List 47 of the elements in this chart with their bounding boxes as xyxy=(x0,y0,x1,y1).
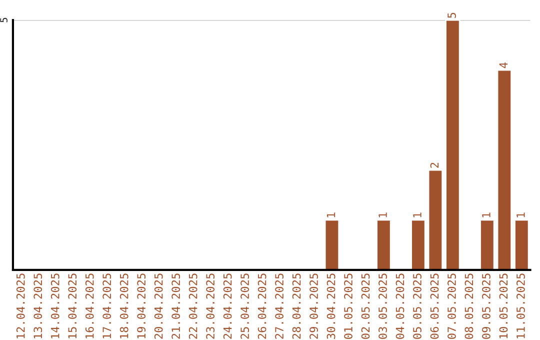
x-tick-label: 27.04.2025 xyxy=(275,274,284,339)
x-tick-label: 02.05.2025 xyxy=(361,274,370,339)
x-tick-label: 16.04.2025 xyxy=(85,274,94,338)
data-label: 4 xyxy=(499,62,508,68)
x-tick-label: 11.05.2025 xyxy=(516,274,525,338)
x-tick-label: 23.04.2025 xyxy=(206,274,215,339)
x-tick-label: 18.04.2025 xyxy=(120,274,128,338)
x-tick-label: 03.05.2025 xyxy=(378,274,387,339)
x-tick-label: 09.05.2025 xyxy=(482,274,490,339)
x-tick-label: 30.04.2025 xyxy=(326,274,336,339)
bar xyxy=(428,169,444,270)
x-tick-label: 06.05.2025 xyxy=(430,274,439,339)
x-tick-label: 26.04.2025 xyxy=(258,274,266,339)
x-tick-label: 28.04.2025 xyxy=(292,274,301,339)
bar xyxy=(514,219,530,270)
bar xyxy=(324,219,340,270)
data-label: 2 xyxy=(430,162,439,168)
x-tick-label: 10.05.2025 xyxy=(499,274,508,338)
data-label: 1 xyxy=(378,212,387,218)
x-tick-label: 21.04.2025 xyxy=(172,274,180,339)
data-label: 1 xyxy=(326,212,336,218)
bar xyxy=(445,20,460,270)
x-tick-label: 13.04.2025 xyxy=(34,274,42,338)
bar xyxy=(496,69,512,270)
x-tick-label: 05.05.2025 xyxy=(413,274,422,339)
x-tick-label: 07.05.2025 xyxy=(448,274,456,339)
bar xyxy=(410,219,426,270)
x-tick-label: 25.04.2025 xyxy=(240,274,250,339)
x-tick-label: 01.05.2025 xyxy=(344,274,352,339)
ref-line-label: 5 xyxy=(0,18,8,22)
x-tick-label: 14.04.2025 xyxy=(50,274,60,338)
x-tick-label: 12.04.2025 xyxy=(16,274,25,338)
x-tick-label: 24.04.2025 xyxy=(223,274,232,339)
data-label: 1 xyxy=(516,212,525,218)
bar xyxy=(480,219,495,270)
x-tick-label: 04.05.2025 xyxy=(396,274,404,339)
data-label: 1 xyxy=(413,212,422,218)
bar xyxy=(376,219,392,270)
x-tick-label: 22.04.2025 xyxy=(188,274,198,339)
x-tick-label: 19.04.2025 xyxy=(137,274,146,338)
data-label: 1 xyxy=(482,212,490,218)
x-tick-label: 29.04.2025 xyxy=(310,274,318,339)
x-tick-label: 20.04.2025 xyxy=(154,274,163,339)
x-tick-label: 17.04.2025 xyxy=(102,274,112,338)
data-label: 5 xyxy=(448,12,456,18)
x-tick-label: 15.04.2025 xyxy=(68,274,77,338)
x-tick-label: 08.05.2025 xyxy=(464,274,474,339)
